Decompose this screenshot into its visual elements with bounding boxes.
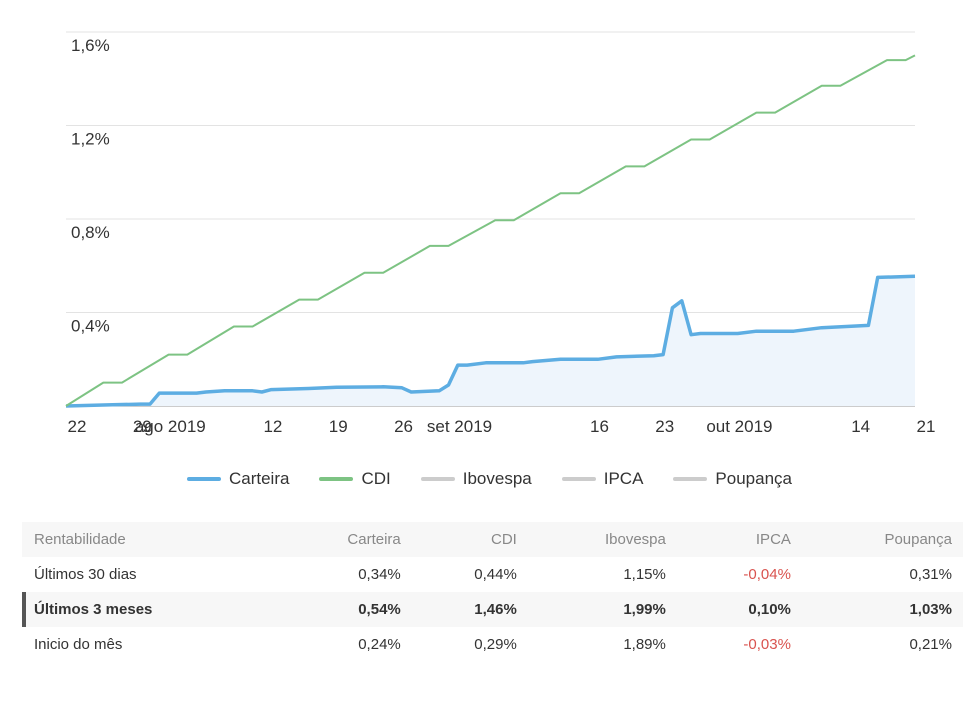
cell-poupanca: 0,31% [909,566,952,583]
header-cdi: CDI [411,522,528,557]
header-ibovespa: Ibovespa [527,522,677,557]
row-label: Últimos 30 dias [34,566,137,583]
y-axis-ticks: 1,6% 1,2% 0,8% 0,4% [71,36,110,336]
legend-label-ibovespa: Ibovespa [462,469,532,488]
x-tick-label: out 2019 [706,417,772,436]
cell-carteira: 0,24% [358,636,401,653]
legend-swatch-ibovespa [420,477,455,481]
legend-swatch-carteira [186,477,221,481]
y-tick-label: 0,4% [71,317,110,336]
row-label: Últimos 3 meses [22,592,277,627]
cell-cdi: 0,29% [474,636,517,653]
cell-ipca: -0,04% [743,566,791,583]
header-rentabilidade: Rentabilidade [22,522,277,557]
legend-label-poupanca: Poupança [715,469,792,488]
line-carteira [65,274,916,408]
x-tick-label: 26 [394,417,413,436]
legend-label-cdi: CDI [361,469,391,488]
cell-poupanca: 1,03% [801,592,963,627]
legend-label-ipca: IPCA [603,469,644,488]
legend-item-cdi[interactable]: CDI [319,469,391,489]
x-tick-label: 19 [329,417,348,436]
returns-table: Rentabilidade Carteira CDI Ibovespa IPCA… [22,522,963,662]
cell-ipca: -0,03% [743,636,791,653]
cell-carteira: 0,54% [276,592,412,627]
legend-item-ibovespa[interactable]: Ibovespa [420,469,532,489]
legend-swatch-poupanca [673,477,708,481]
header-ipca: IPCA [676,522,802,557]
legend-swatch-cdi [319,477,354,481]
cell-ibovespa: 1,99% [527,592,677,627]
cell-carteira: 0,34% [358,566,401,583]
line-cdi [65,54,916,407]
x-tick-label: 12 [263,417,282,436]
cell-poupanca: 0,21% [909,636,952,653]
table-row: Últimos 30 dias 0,34% 0,44% 1,15% -0,04%… [22,557,963,592]
x-tick-label: 29 [133,417,152,436]
legend-swatch-ipca [561,477,596,481]
cell-ibovespa: 1,89% [623,636,666,653]
x-tick-label: 23 [655,417,674,436]
legend-item-poupanca[interactable]: Poupança [673,469,792,489]
header-poupanca: Poupança [801,522,963,557]
cell-cdi: 0,44% [474,566,517,583]
cell-ibovespa: 1,15% [623,566,666,583]
x-tick-label: 21 [917,417,936,436]
area-carteira [66,276,915,406]
y-tick-label: 0,8% [71,223,110,242]
x-tick-label: set 2019 [427,417,492,436]
x-tick-label: ago 2019 [135,417,206,436]
row-label: Inicio do mês [34,636,123,653]
legend-item-ipca[interactable]: IPCA [561,469,644,489]
table-row: Inicio do mês 0,24% 0,29% 1,89% -0,03% 0… [22,627,963,662]
x-tick-label: 22 [68,417,87,436]
cell-ipca: 0,10% [676,592,802,627]
table-row: Últimos 3 meses 0,54% 1,46% 1,99% 0,10% … [22,592,963,627]
chart-series [65,54,916,408]
y-tick-label: 1,6% [71,36,110,55]
header-carteira: Carteira [276,522,412,557]
legend-label-carteira: Carteira [228,469,290,488]
y-tick-label: 1,2% [71,130,110,149]
chart-legend: Carteira CDI Ibovespa IPCA Poupança [0,466,979,492]
x-tick-label: 14 [851,417,870,436]
cell-cdi: 1,46% [411,592,528,627]
legend-item-carteira[interactable]: Carteira [186,469,290,489]
x-tick-label: 16 [590,417,609,436]
table-header-row: Rentabilidade Carteira CDI Ibovespa IPCA… [22,522,963,557]
